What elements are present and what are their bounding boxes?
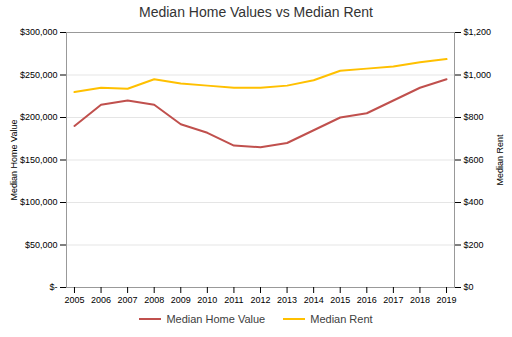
svg-text:2008: 2008 bbox=[144, 295, 164, 305]
svg-text:$250,000: $250,000 bbox=[20, 70, 58, 80]
svg-text:2012: 2012 bbox=[250, 295, 270, 305]
svg-text:2006: 2006 bbox=[91, 295, 111, 305]
svg-text:2019: 2019 bbox=[437, 295, 457, 305]
svg-text:$0: $0 bbox=[464, 282, 474, 292]
svg-text:2018: 2018 bbox=[410, 295, 430, 305]
svg-text:$200: $200 bbox=[464, 240, 484, 250]
svg-text:$50,000: $50,000 bbox=[25, 240, 58, 250]
svg-text:2009: 2009 bbox=[171, 295, 191, 305]
svg-text:2011: 2011 bbox=[224, 295, 243, 305]
html-text:Median Rent: Median Rent bbox=[310, 313, 373, 325]
svg-text:$800: $800 bbox=[464, 112, 484, 122]
svg-text:$400: $400 bbox=[464, 197, 484, 207]
html-text:Median Home Values vs Median R: Median Home Values vs Median Rent bbox=[139, 4, 373, 20]
svg-text:$1,200: $1,200 bbox=[464, 27, 492, 37]
svg-text:$300,000: $300,000 bbox=[20, 27, 58, 37]
svg-text:$600: $600 bbox=[464, 155, 484, 165]
svg-text:2013: 2013 bbox=[277, 295, 297, 305]
svg-text:$150,000: $150,000 bbox=[20, 155, 58, 165]
svg-text:2017: 2017 bbox=[383, 295, 403, 305]
svg-text:Median Home Value: Median Home Value bbox=[9, 120, 19, 201]
svg-text:Median Rent: Median Rent bbox=[495, 134, 505, 186]
svg-text:$1,000: $1,000 bbox=[464, 70, 492, 80]
svg-text:$-: $- bbox=[49, 282, 57, 292]
svg-text:$100,000: $100,000 bbox=[20, 197, 58, 207]
svg-text:2007: 2007 bbox=[118, 295, 138, 305]
svg-text:2014: 2014 bbox=[304, 295, 324, 305]
svg-text:2005: 2005 bbox=[64, 295, 84, 305]
svg-text:$200,000: $200,000 bbox=[20, 112, 58, 122]
html-text:Median Home Value: Median Home Value bbox=[166, 313, 266, 325]
svg-text:2016: 2016 bbox=[357, 295, 377, 305]
svg-text:2010: 2010 bbox=[197, 295, 217, 305]
svg-text:2015: 2015 bbox=[330, 295, 350, 305]
